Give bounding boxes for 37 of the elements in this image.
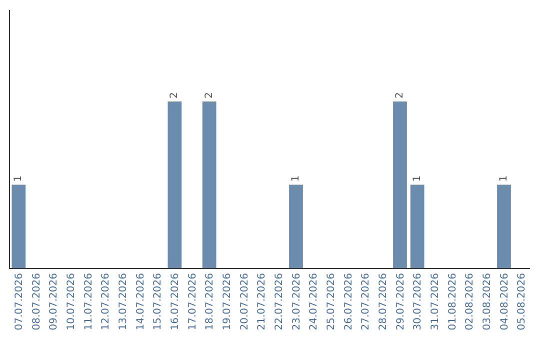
x-tick-label: 17.07.2026: [187, 273, 198, 330]
x-tick-label: 09.07.2026: [48, 273, 60, 330]
x-tick-label: 28.07.2026: [378, 273, 389, 330]
x-tick-label: 24.07.2026: [308, 273, 320, 330]
x-tick-label: 01.08.2026: [447, 273, 458, 330]
x-tick-label: 23.07.2026: [291, 273, 302, 330]
x-tick-label: 02.08.2026: [464, 273, 476, 330]
x-tick-label: 03.08.2026: [482, 273, 493, 330]
x-tick-label: 08.07.2026: [31, 273, 42, 330]
x-tick-label: 05.08.2026: [516, 273, 528, 330]
data-label: 2: [204, 92, 215, 99]
data-label: 1: [290, 175, 302, 182]
x-tick-label: 30.07.2026: [412, 273, 424, 330]
x-tick-label: 07.07.2026: [14, 273, 25, 330]
x-tick-label: 18.07.2026: [204, 273, 216, 330]
x-tick-label: 13.07.2026: [118, 273, 129, 330]
x-tick-label: 04.08.2026: [499, 273, 510, 330]
data-label: 2: [394, 92, 406, 99]
x-tick-label: 20.07.2026: [239, 273, 250, 330]
x-tick-label: 12.07.2026: [100, 273, 112, 330]
x-tick-label: 29.07.2026: [395, 273, 406, 330]
data-label: 1: [13, 175, 24, 182]
x-tick-label: 27.07.2026: [360, 273, 372, 330]
data-label: 1: [498, 175, 510, 182]
x-tick-label: 10.07.2026: [66, 273, 77, 330]
x-tick-label: 16.07.2026: [170, 273, 181, 330]
x-tick-label: 31.07.2026: [430, 273, 441, 330]
x-tick-label: 22.07.2026: [274, 273, 285, 330]
x-tick-label: 15.07.2026: [152, 273, 164, 330]
x-tick-label: 14.07.2026: [135, 273, 146, 330]
x-tick-label: 11.07.2026: [83, 273, 94, 330]
x-tick-label: 26.07.2026: [343, 273, 354, 330]
data-label: 1: [412, 175, 423, 182]
data-label: 2: [169, 92, 180, 99]
x-tick-label: 21.07.2026: [256, 273, 268, 330]
x-tick-label: 19.07.2026: [222, 273, 233, 330]
x-tick-label: 25.07.2026: [326, 273, 337, 330]
